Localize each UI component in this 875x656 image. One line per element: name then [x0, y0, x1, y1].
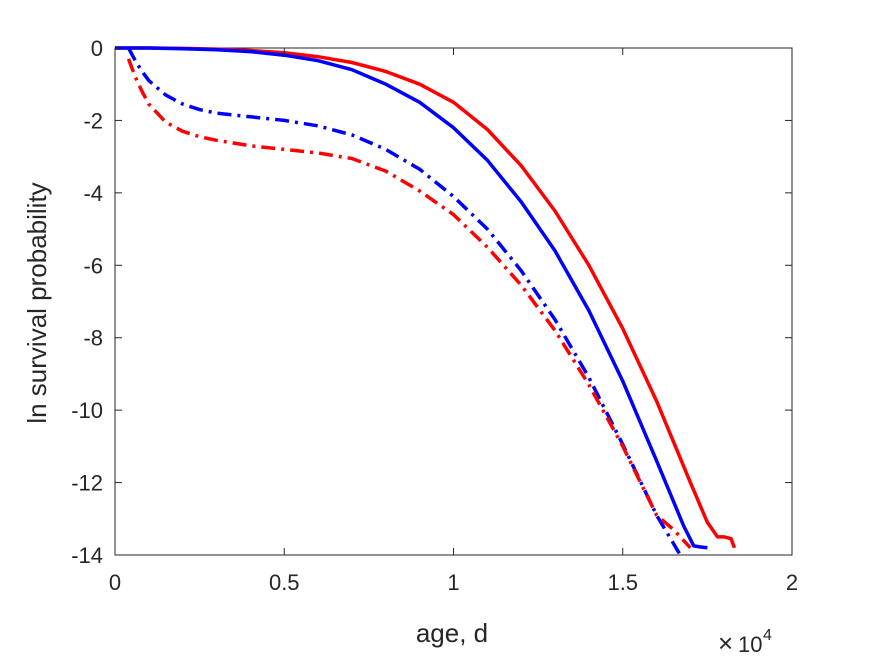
x-tick-label: 0.5: [269, 570, 300, 595]
y-tick-label: -8: [83, 326, 103, 351]
x-axis-ticks: 0 0.5 1 1.5 2: [109, 48, 798, 595]
y-tick-label: -10: [71, 398, 103, 423]
y-tick-label: -4: [83, 181, 103, 206]
series-line-3: [126, 47, 682, 556]
x-tick-label: 2: [786, 570, 798, 595]
x-tick-label: 1.5: [607, 570, 638, 595]
y-axis-label: ln survival probability: [22, 182, 52, 423]
y-axis-ticks: 0 -2 -4 -6 -8 -10 -12 -14: [71, 36, 792, 568]
y-tick-label: -6: [83, 253, 103, 278]
series-line-4: [126, 58, 692, 549]
y-tick-label: -2: [83, 108, 103, 133]
x-tick-label: 1: [447, 570, 459, 595]
x-axis-exponent: × 10 4: [718, 627, 772, 656]
x-axis-label: age, d: [416, 618, 488, 648]
exponent-power: 4: [763, 627, 772, 644]
axes-box: [114, 47, 793, 556]
exponent-base: 10: [738, 632, 762, 656]
exponent-times-sign: ×: [718, 628, 733, 656]
series-line-2: [115, 46, 708, 550]
series-layer: [115, 46, 737, 556]
y-tick-label: 0: [91, 36, 103, 61]
x-tick-label: 0: [109, 570, 121, 595]
y-tick-label: -12: [71, 471, 103, 496]
y-tick-label: -14: [71, 543, 103, 568]
plot-area: 0 0.5 1 1.5 2 0 -2 -4 -6 -8 -10 -12 -14: [71, 36, 798, 595]
